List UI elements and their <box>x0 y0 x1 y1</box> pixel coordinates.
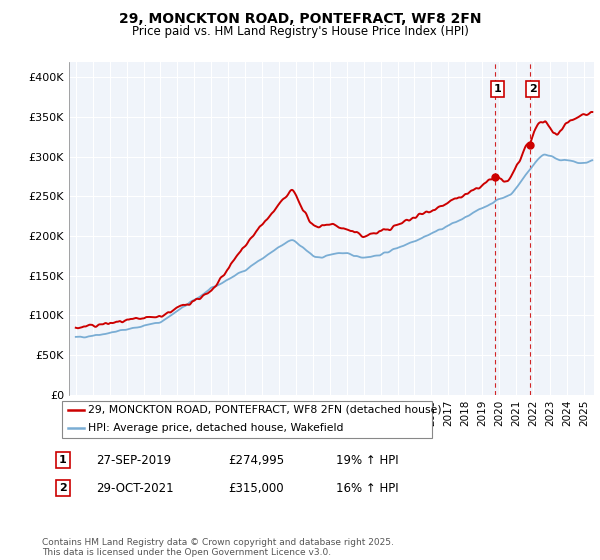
Text: 2: 2 <box>59 483 67 493</box>
Text: HPI: Average price, detached house, Wakefield: HPI: Average price, detached house, Wake… <box>88 423 344 433</box>
Text: Contains HM Land Registry data © Crown copyright and database right 2025.
This d: Contains HM Land Registry data © Crown c… <box>42 538 394 557</box>
Text: 29-OCT-2021: 29-OCT-2021 <box>96 482 173 495</box>
Text: 29, MONCKTON ROAD, PONTEFRACT, WF8 2FN (detached house): 29, MONCKTON ROAD, PONTEFRACT, WF8 2FN (… <box>88 405 442 415</box>
Text: Price paid vs. HM Land Registry's House Price Index (HPI): Price paid vs. HM Land Registry's House … <box>131 25 469 38</box>
Text: 1: 1 <box>493 84 501 94</box>
FancyBboxPatch shape <box>62 401 433 437</box>
Text: 2: 2 <box>529 84 536 94</box>
Text: £274,995: £274,995 <box>228 454 284 467</box>
Text: 1: 1 <box>59 455 67 465</box>
Text: 27-SEP-2019: 27-SEP-2019 <box>96 454 171 467</box>
Text: £315,000: £315,000 <box>228 482 284 495</box>
Text: 16% ↑ HPI: 16% ↑ HPI <box>336 482 398 495</box>
Text: 19% ↑ HPI: 19% ↑ HPI <box>336 454 398 467</box>
Text: 29, MONCKTON ROAD, PONTEFRACT, WF8 2FN: 29, MONCKTON ROAD, PONTEFRACT, WF8 2FN <box>119 12 481 26</box>
